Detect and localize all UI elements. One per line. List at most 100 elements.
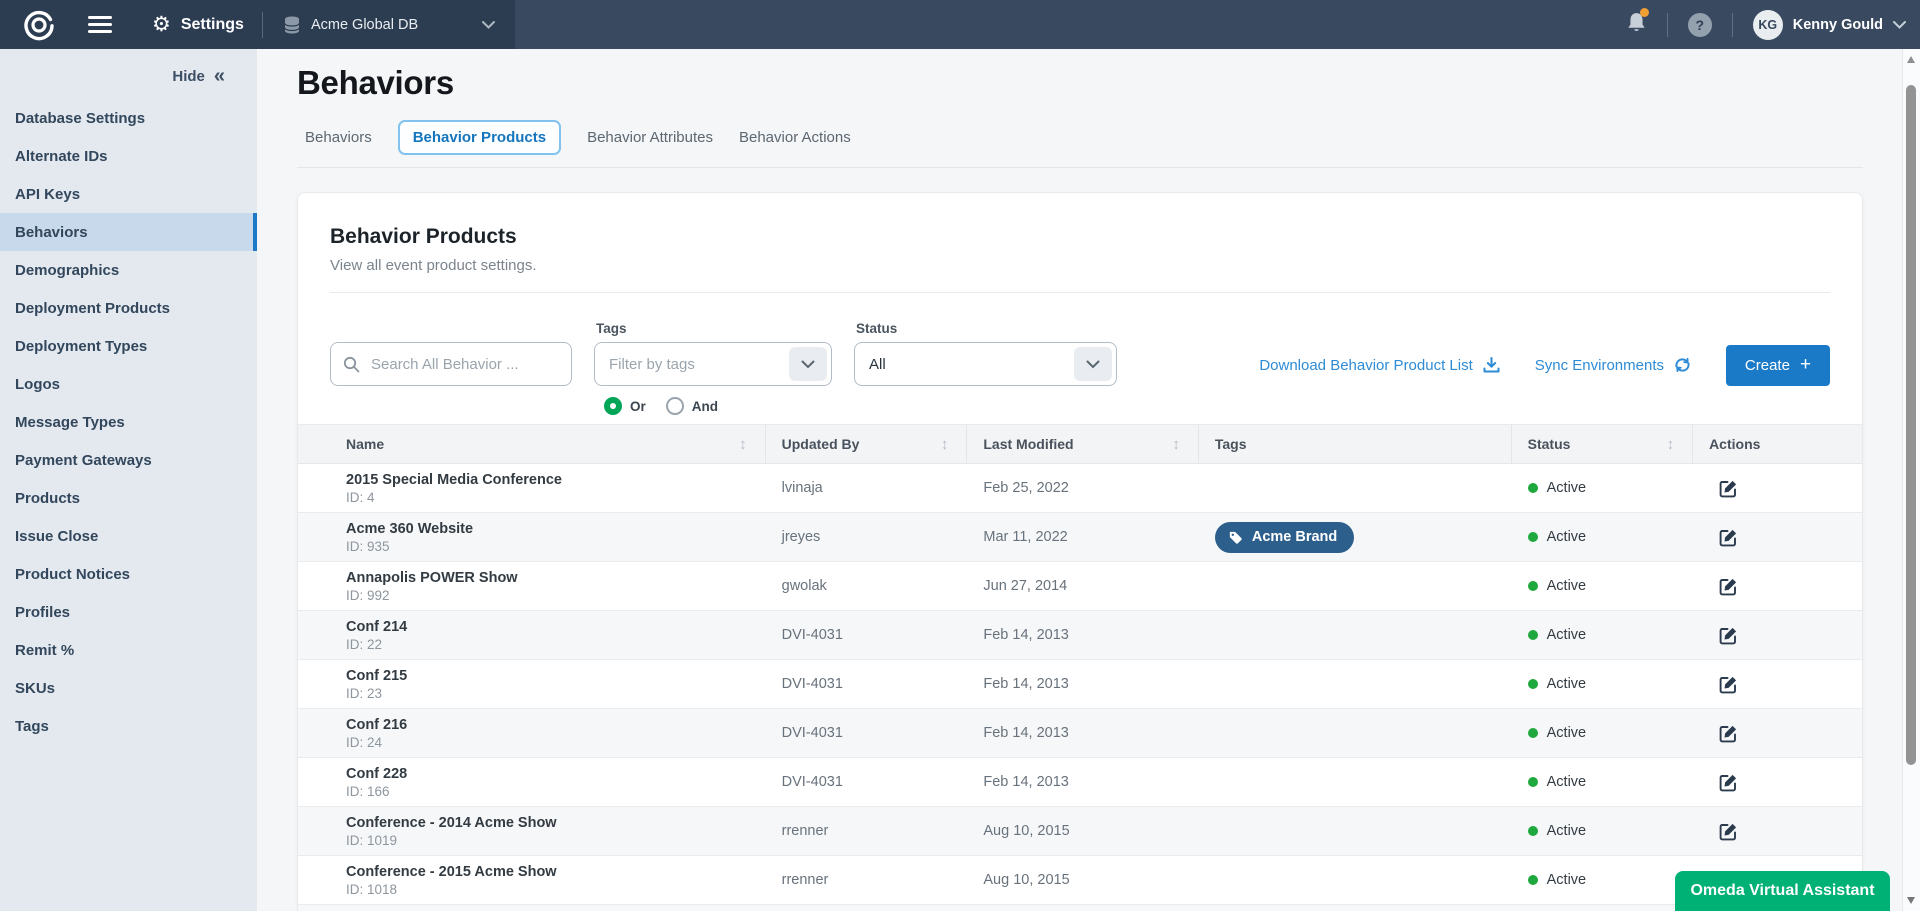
row-tags [1199,611,1512,659]
table-row: Conference - 2014 Acme Show ID: 1019 rren… [298,807,1862,856]
row-name-link[interactable]: Annapolis POWER Show [346,569,518,586]
row-tags [1199,807,1512,855]
row-tags: Acme Brand [1199,513,1512,561]
vertical-scrollbar[interactable] [1902,49,1920,911]
radio-or-control[interactable] [604,397,622,415]
radio-or[interactable]: Or [604,397,646,415]
sidebar-item-product-notices[interactable]: Product Notices [15,565,131,583]
chevron-down-icon[interactable] [1893,20,1906,29]
status-dot-icon [1527,630,1538,640]
notifications-button[interactable] [1626,7,1649,39]
menu-hamburger-icon[interactable] [88,16,112,33]
page-title: Behaviors [297,64,454,101]
row-id: ID: 935 [346,538,390,554]
row-name-link[interactable]: Conf 215 [346,667,408,684]
sidebar-item-demographics[interactable]: Demographics [15,261,120,279]
scrollbar-down-arrow[interactable] [1907,897,1915,904]
row-name-link[interactable]: 2015 Special Media Conference [346,471,562,488]
help-button[interactable]: ? [1687,12,1712,37]
sidebar-item-deployment-products[interactable]: Deployment Products [15,299,171,317]
tab-behavior-products[interactable]: Behavior Products [397,120,562,155]
user-avatar[interactable]: KG [1752,9,1783,40]
status-dot-icon [1527,728,1538,738]
status-filter-select[interactable]: All [854,342,1117,386]
sidebar-item-logos[interactable]: Logos [15,375,60,393]
edit-button[interactable] [1719,724,1738,743]
status-filter-field: Status All [854,321,1117,386]
sidebar-item-tags[interactable]: Tags [15,717,49,735]
tag-chip[interactable]: Acme Brand [1214,521,1355,553]
sidebar-item-alternate-ids[interactable]: Alternate IDs [15,147,108,165]
radio-and[interactable]: And [665,397,718,415]
download-behavior-product-list-link[interactable]: Download Behavior Product List [1259,356,1500,374]
sidebar-item-behaviors[interactable]: Behaviors [0,213,257,251]
main-content: Behaviors Behaviors Behavior Products Be… [257,49,1903,911]
table-row: Conf 228 ID: 166 DVI-4031 Feb 14, 2013 Ac… [298,758,1862,807]
topbar-divider [261,11,263,38]
status-dot-icon [1527,679,1538,689]
sort-icon[interactable]: ↕ [1172,435,1180,453]
tags-filter-select[interactable]: Filter by tags [594,342,832,386]
tab-behaviors[interactable]: Behaviors [305,129,372,146]
column-header-status[interactable]: Status ↕ [1512,425,1694,463]
column-header-name[interactable]: Name ↕ [298,425,766,463]
sidebar-item-database-settings[interactable]: Database Settings [15,109,146,127]
row-tags [1199,660,1512,708]
row-name-link[interactable]: Conf 216 [346,716,408,733]
edit-button[interactable] [1719,626,1738,645]
sidebar-item-payment-gateways[interactable]: Payment Gateways [15,451,152,469]
sidebar-item-remit[interactable]: Remit % [15,641,75,659]
edit-button[interactable] [1719,528,1738,547]
status-filter-label: Status [856,321,898,336]
select-chevron-button[interactable] [789,347,827,381]
row-updated-by: DVI-4031 [781,774,843,790]
search-input[interactable] [369,354,561,374]
tab-behavior-actions[interactable]: Behavior Actions [738,129,851,146]
sidebar-collapse-button[interactable]: Hide « [0,49,257,99]
row-name-link[interactable]: Conference - 2015 Acme Show [346,863,557,880]
row-name-link[interactable]: Acme 360 Website [346,520,474,537]
radio-and-control[interactable] [665,397,684,415]
database-selector-dropdown[interactable]: Acme Global DB [283,15,495,35]
sort-icon[interactable]: ↕ [1666,435,1675,453]
row-status: Active [1512,660,1693,708]
row-name-link[interactable]: Conf 228 [346,765,408,782]
sidebar-item-issue-close[interactable]: Issue Close [15,527,99,545]
status-dot-icon [1527,826,1538,836]
sidebar-item-skus[interactable]: SKUs [15,679,56,697]
edit-button[interactable] [1719,479,1738,498]
row-last-modified: Feb 14, 2013 [983,676,1069,692]
sync-environments-link[interactable]: Sync Environments [1535,356,1692,374]
row-status: Active [1512,807,1693,855]
tab-behavior-attributes[interactable]: Behavior Attributes [587,129,713,146]
sidebar-item-products[interactable]: Products [15,489,81,507]
edit-button[interactable] [1719,675,1738,694]
edit-button[interactable] [1719,773,1738,792]
row-last-modified: Mar 11, 2022 [983,529,1068,545]
settings-nav[interactable]: ⚙ Settings [152,14,244,35]
filter-row: Tags Filter by tags Or [298,293,1862,415]
edit-button[interactable] [1719,822,1738,841]
scrollbar-up-arrow[interactable] [1907,56,1915,63]
sidebar-item-deployment-types[interactable]: Deployment Types [15,337,148,355]
sidebar-item-message-types[interactable]: Message Types [15,413,125,431]
omeda-logo-icon[interactable] [22,8,56,42]
omeda-virtual-assistant-button[interactable]: Omeda Virtual Assistant [1675,871,1890,911]
row-last-modified: Jun 27, 2014 [983,578,1068,594]
scrollbar-thumb[interactable] [1906,85,1916,765]
sidebar-item-api-keys[interactable]: API Keys [15,185,81,203]
sidebar-item-profiles[interactable]: Profiles [15,603,71,621]
edit-button[interactable] [1719,577,1738,596]
column-header-last-modified[interactable]: Last Modified ↕ [967,425,1199,463]
row-name-link[interactable]: Conference - 2014 Acme Show [346,814,557,831]
sort-icon[interactable]: ↕ [739,435,747,453]
row-last-modified: Feb 25, 2022 [983,480,1069,496]
row-status: Active [1512,464,1693,512]
row-name-link[interactable]: Conf 214 [346,618,408,635]
select-chevron-button[interactable] [1074,347,1112,381]
column-header-updated-by[interactable]: Updated By ↕ [766,425,968,463]
row-status: Active [1512,513,1693,561]
sort-icon[interactable]: ↕ [940,435,949,453]
create-button[interactable]: Create + [1726,344,1830,386]
